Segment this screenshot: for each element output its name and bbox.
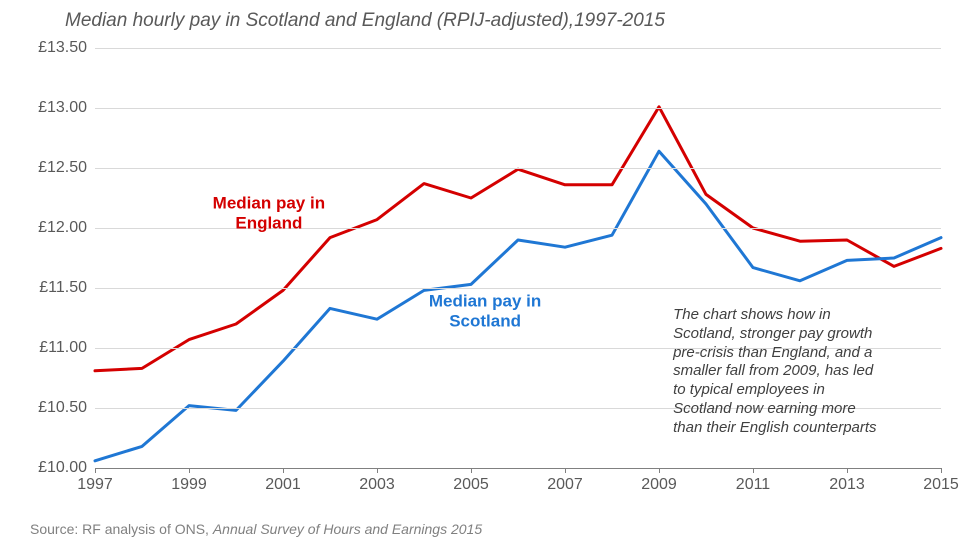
gridline (95, 288, 941, 289)
y-tick-label: £13.50 (38, 39, 95, 57)
chart-title: Median hourly pay in Scotland and Englan… (65, 10, 665, 32)
source-italic: Annual Survey of Hours and Earnings 2015 (213, 521, 482, 537)
x-tick-label: 2005 (453, 468, 489, 494)
x-tick-label: 2011 (736, 468, 770, 494)
x-tick-label: 2009 (641, 468, 677, 494)
plot-area: £10.00£10.50£11.00£11.50£12.00£12.50£13.… (95, 48, 941, 468)
source-line: Source: RF analysis of ONS, Annual Surve… (30, 521, 482, 537)
source-prefix: Source: RF analysis of ONS, (30, 521, 213, 537)
gridline (95, 168, 941, 169)
series-label-scotland: Median pay inScotland (429, 292, 541, 333)
y-tick-label: £11.50 (39, 279, 95, 297)
x-tick-label: 2013 (829, 468, 865, 494)
x-tick-label: 2003 (359, 468, 395, 494)
y-tick-label: £13.00 (38, 99, 95, 117)
y-tick-label: £10.50 (38, 399, 95, 417)
chart-container: Median hourly pay in Scotland and Englan… (0, 0, 976, 549)
x-tick-label: 2015 (923, 468, 959, 494)
gridline (95, 48, 941, 49)
series-label-england: Median pay inEngland (213, 193, 325, 234)
y-tick-label: £11.00 (39, 339, 95, 357)
x-tick-label: 2007 (547, 468, 583, 494)
gridline (95, 108, 941, 109)
annotation-text: The chart shows how inScotland, stronger… (673, 306, 876, 437)
x-tick-label: 1997 (77, 468, 113, 494)
y-tick-label: £12.00 (38, 219, 95, 237)
x-tick-label: 1999 (171, 468, 207, 494)
x-tick-label: 2001 (265, 468, 301, 494)
y-tick-label: £12.50 (38, 159, 95, 177)
x-axis-line (95, 468, 941, 469)
